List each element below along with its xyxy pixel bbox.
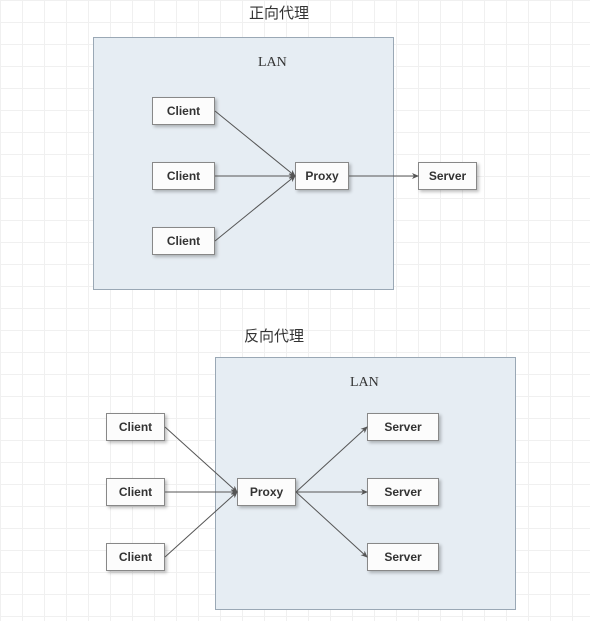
forward-client-1: Client <box>152 97 215 125</box>
reverse-title: 反向代理 <box>239 325 309 346</box>
forward-client-2: Client <box>152 162 215 190</box>
forward-client-3: Client <box>152 227 215 255</box>
reverse-server-2: Server <box>367 478 439 506</box>
reverse-client-3: Client <box>106 543 165 571</box>
forward-lan-label: LAN <box>258 55 287 71</box>
reverse-lan-label: LAN <box>350 375 379 391</box>
reverse-client-1: Client <box>106 413 165 441</box>
forward-server: Server <box>418 162 477 190</box>
reverse-proxy: Proxy <box>237 478 296 506</box>
reverse-server-1: Server <box>367 413 439 441</box>
forward-title: 正向代理 <box>244 2 314 23</box>
reverse-client-2: Client <box>106 478 165 506</box>
diagram-stage: 正向代理 LAN Client Client Client Proxy Serv… <box>0 0 590 621</box>
forward-proxy: Proxy <box>295 162 349 190</box>
reverse-server-3: Server <box>367 543 439 571</box>
